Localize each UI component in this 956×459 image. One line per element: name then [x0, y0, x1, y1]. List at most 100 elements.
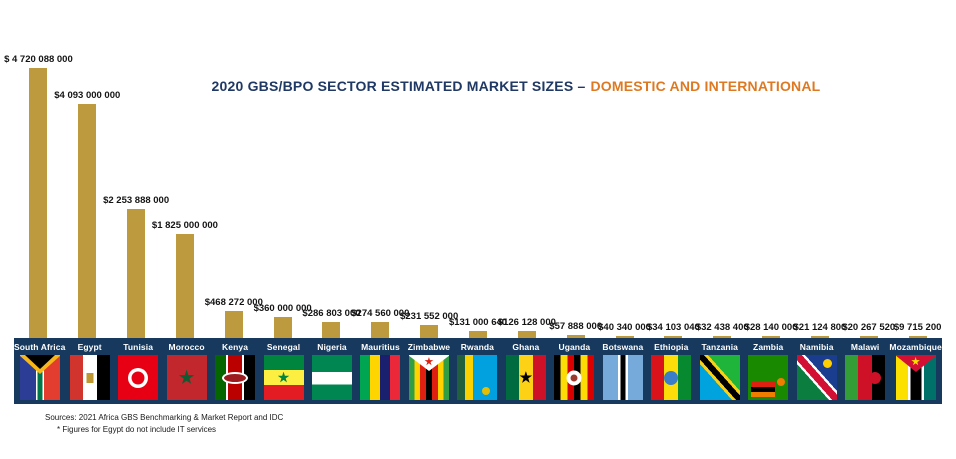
value-label-senegal: $360 000 000	[253, 303, 312, 315]
bar-slot-mauritius: $274 560 000	[351, 68, 409, 338]
botswana-flag-icon	[602, 355, 643, 400]
country-slot-rwanda: Rwanda	[453, 338, 501, 404]
country-label-rwanda: Rwanda	[460, 342, 494, 352]
country-slot-malawi: Malawi	[841, 338, 889, 404]
country-label-ethiopia: Ethiopia	[654, 342, 689, 352]
bar-tunisia	[127, 209, 146, 338]
bar-slot-mozambique: $9 715 200	[893, 68, 942, 338]
country-slot-senegal: Senegal	[259, 338, 307, 404]
bar-uganda	[566, 334, 585, 338]
country-label-namibia: Namibia	[799, 342, 834, 352]
country-label-malawi: Malawi	[850, 342, 880, 352]
chart-title: 2020 GBS/BPO SECTOR ESTIMATED MARKET SIZ…	[80, 78, 952, 94]
south-africa-flag-icon	[19, 355, 60, 400]
senegal-flag-icon	[263, 355, 304, 400]
value-label-mauritius: $274 560 000	[351, 308, 410, 320]
bar-zimbabwe	[420, 324, 439, 338]
value-label-botswana: $40 340 000	[598, 321, 651, 333]
morocco-flag-icon	[166, 355, 207, 400]
bar-zambia	[762, 335, 781, 338]
bar-ethiopia	[664, 335, 683, 338]
namibia-flag-icon	[796, 355, 837, 400]
chart-title-highlight: DOMESTIC AND INTERNATIONAL	[590, 78, 821, 94]
country-label-tanzania: Tanzania	[701, 342, 739, 352]
chart-title-main: 2020 GBS/BPO SECTOR ESTIMATED MARKET SIZ…	[211, 78, 586, 94]
bar-south-africa	[29, 68, 48, 338]
bar-slot-nigeria: $286 803 000	[302, 68, 361, 338]
country-slot-mozambique: Mozambique	[889, 338, 942, 404]
country-label-kenya: Kenya	[222, 342, 249, 352]
bar-slot-senegal: $360 000 000	[254, 68, 312, 338]
country-slot-botswana: Botswana	[599, 338, 647, 404]
country-slot-nigeria: Nigeria	[308, 338, 356, 404]
country-slot-namibia: Namibia	[792, 338, 840, 404]
bar-egypt	[78, 103, 97, 338]
country-slot-mauritius: Mauritius	[356, 338, 404, 404]
value-label-mozambique: $9 715 200	[893, 321, 942, 333]
country-label-uganda: Uganda	[558, 342, 591, 352]
country-slot-morocco: Morocco	[162, 338, 210, 404]
country-label-zambia: Zambia	[753, 342, 784, 352]
bar-slot-ethiopia: $34 103 040	[647, 68, 700, 338]
country-slot-tanzania: Tanzania	[696, 338, 744, 404]
country-slot-south-africa: South Africa	[14, 338, 65, 404]
bar-slot-namibia: $21 124 800	[794, 68, 846, 338]
value-label-ghana: $126 128 000	[497, 316, 556, 328]
bar-slot-tunisia: $2 253 888 000	[103, 68, 169, 338]
nigeria-flag-icon	[312, 355, 352, 400]
bar-slot-tanzania: $32 438 400	[695, 68, 749, 338]
rwanda-flag-icon	[457, 355, 498, 400]
value-label-uganda: $57 888 000	[549, 320, 603, 332]
bar-namibia	[810, 335, 829, 338]
ethiopia-flag-icon	[651, 355, 692, 400]
country-label-mauritius: Mauritius	[361, 342, 400, 352]
zimbabwe-flag-icon	[408, 355, 449, 400]
country-label-egypt: Egypt	[77, 342, 102, 352]
bar-slot-uganda: $57 888 000	[549, 68, 603, 338]
bar-slot-botswana: $40 340 000	[598, 68, 651, 338]
bar-slot-zimbabwe: $231 552 000	[400, 68, 458, 338]
mauritius-flag-icon	[360, 355, 401, 400]
bar-slot-rwanda: $131 000 640	[449, 68, 507, 338]
bar-morocco	[175, 233, 194, 338]
bar-slot-south-africa: $ 4 720 088 000	[4, 54, 73, 338]
footnote-line: * Figures for Egypt do not include IT se…	[57, 425, 217, 434]
bar-senegal	[273, 317, 292, 338]
bar-rwanda	[469, 330, 488, 338]
country-slot-zimbabwe: Zimbabwe	[405, 338, 453, 404]
country-label-mozambique: Mozambique	[889, 342, 942, 352]
bar-tanzania	[713, 335, 732, 338]
country-slot-uganda: Uganda	[550, 338, 598, 404]
bar-ghana	[517, 330, 536, 338]
tanzania-flag-icon	[699, 355, 740, 400]
bar-slot-egypt: $4 093 000 000	[54, 68, 120, 338]
bar-nigeria	[322, 321, 341, 338]
source-note: Sources: 2021 Africa GBS Benchmarking & …	[45, 412, 283, 436]
country-label-tunisia: Tunisia	[123, 342, 154, 352]
value-label-zambia: $28 140 000	[744, 321, 798, 333]
bar-mozambique	[908, 335, 927, 338]
country-slot-ethiopia: Ethiopia	[647, 338, 695, 404]
country-label-ghana: Ghana	[512, 342, 540, 352]
bar-chart: $ 4 720 088 000 $4 093 000 000 $2 253 888 …	[4, 54, 942, 338]
bar-botswana	[615, 335, 634, 338]
source-line: Sources: 2021 Africa GBS Benchmarking & …	[45, 413, 284, 422]
mozambique-flag-icon	[895, 355, 936, 400]
kenya-flag-icon	[215, 355, 256, 400]
zambia-flag-icon	[748, 355, 789, 400]
country-label-senegal: Senegal	[266, 342, 301, 352]
bar-slot-ghana: $126 128 000	[498, 68, 556, 338]
value-label-tanzania: $32 438 400	[695, 321, 749, 333]
bar-slot-kenya: $468 272 000	[205, 68, 263, 338]
country-label-botswana: Botswana	[602, 342, 644, 352]
value-label-zimbabwe: $231 552 000	[400, 310, 459, 322]
bar-slot-malawi: $20 267 520	[842, 68, 896, 338]
country-slot-ghana: Ghana	[502, 338, 550, 404]
ghana-flag-icon	[505, 355, 546, 400]
country-slot-egypt: Egypt	[65, 338, 113, 404]
value-label-morocco: $1 825 000 000	[151, 219, 218, 231]
value-label-malawi: $20 267 520	[842, 321, 896, 333]
value-label-kenya: $468 272 000	[204, 297, 263, 309]
value-label-rwanda: $131 000 640	[448, 316, 508, 328]
